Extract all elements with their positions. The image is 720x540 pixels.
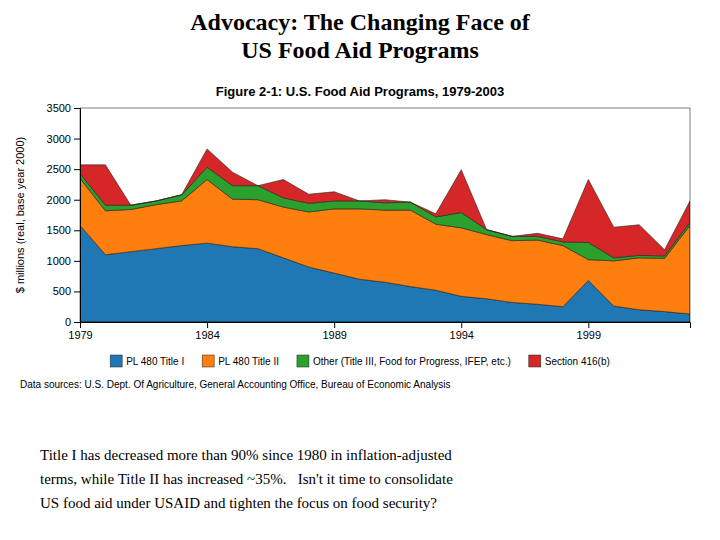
tick: 500	[53, 285, 80, 297]
legend-swatch	[202, 355, 214, 367]
tick-mark	[207, 322, 208, 328]
tick-label: 1989	[322, 329, 346, 341]
tick-mark	[74, 230, 80, 231]
tick-label: 1500	[47, 224, 71, 236]
tick: 1989	[322, 322, 346, 341]
tick-mark	[588, 322, 589, 328]
tick-mark	[74, 322, 80, 323]
tick: 1500	[47, 224, 80, 236]
legend-item: Other (Title III, Food for Progress, IFE…	[297, 355, 511, 367]
tick-mark	[74, 108, 80, 109]
plot: 1979 1984 1989 1994 1999 0 500 1000 1500 2000 2500…	[47, 102, 691, 341]
legend-item: Section 416(b)	[529, 355, 610, 367]
legend: PL 480 Title I PL 480 Title II Other (Titl…	[110, 355, 610, 367]
tick-label: 500	[53, 285, 71, 297]
legend-label: Section 416(b)	[545, 356, 610, 367]
areas	[80, 149, 690, 322]
legend-swatch	[110, 355, 122, 367]
tick-label: 3000	[47, 133, 71, 145]
tick-label: 1999	[577, 329, 601, 341]
tick: 3500	[47, 102, 80, 114]
page-title: Advocacy: The Changing Face of	[190, 9, 531, 35]
tick-label: 1984	[195, 329, 219, 341]
chart-title: Figure 2-1: U.S. Food Aid Programs, 1979…	[216, 84, 505, 99]
tick-label: 2000	[47, 194, 71, 206]
legend-swatch	[529, 355, 541, 367]
tick-label: 1000	[47, 255, 71, 267]
tick: 3000	[47, 133, 80, 145]
body-text: terms, while Title II has increased ~35%…	[40, 471, 453, 487]
tick: 1979	[68, 322, 92, 341]
legend-label: PL 480 Title I	[126, 356, 184, 367]
tick: 1999	[577, 322, 601, 341]
tick-mark	[334, 322, 335, 328]
axis-line	[74, 109, 81, 323]
tick: 0	[65, 316, 80, 328]
plot-frame	[80, 108, 690, 322]
tick-label: 0	[65, 316, 71, 328]
legend-label: PL 480 Title II	[218, 356, 279, 367]
axis-line	[81, 323, 691, 329]
tick-mark	[74, 291, 80, 292]
tick-label: 1994	[450, 329, 474, 341]
body-text: Title I has decreased more than 90% sinc…	[40, 447, 452, 463]
tick-mark	[74, 261, 80, 262]
tick-mark	[74, 200, 80, 201]
tick-mark	[74, 169, 80, 170]
tick: 2500	[47, 163, 80, 175]
tick-mark	[461, 322, 462, 328]
y-axis-title: $ millions (real, base year 2000)	[14, 137, 26, 294]
body-text: US food aid under USAID and tighten the …	[40, 495, 437, 511]
area	[80, 149, 690, 258]
tick-label: 2500	[47, 163, 71, 175]
legend-item: PL 480 Title II	[202, 355, 279, 367]
legend-label: Other (Title III, Food for Progress, IFE…	[313, 356, 511, 367]
y-axis: 0 500 1000 1500 2000 2500 3000 3500	[47, 102, 81, 328]
legend-swatch	[297, 355, 309, 367]
tick: 1994	[450, 322, 474, 341]
tick-label: 1979	[68, 329, 92, 341]
annotation: Data sources: U.S. Dept. Of Agriculture,…	[20, 379, 451, 390]
page-title: US Food Aid Programs	[241, 37, 479, 63]
tick: 1984	[195, 322, 219, 341]
legend-item: PL 480 Title I	[110, 355, 184, 367]
tick-mark	[74, 139, 80, 140]
x-axis: 1979 1984 1989 1994 1999	[68, 322, 690, 341]
tick: 2000	[47, 194, 80, 206]
tick: 1000	[47, 255, 80, 267]
tick-label: 3500	[47, 102, 71, 114]
chart-root: Advocacy: The Changing Face ofUS Food Ai…	[0, 0, 720, 540]
